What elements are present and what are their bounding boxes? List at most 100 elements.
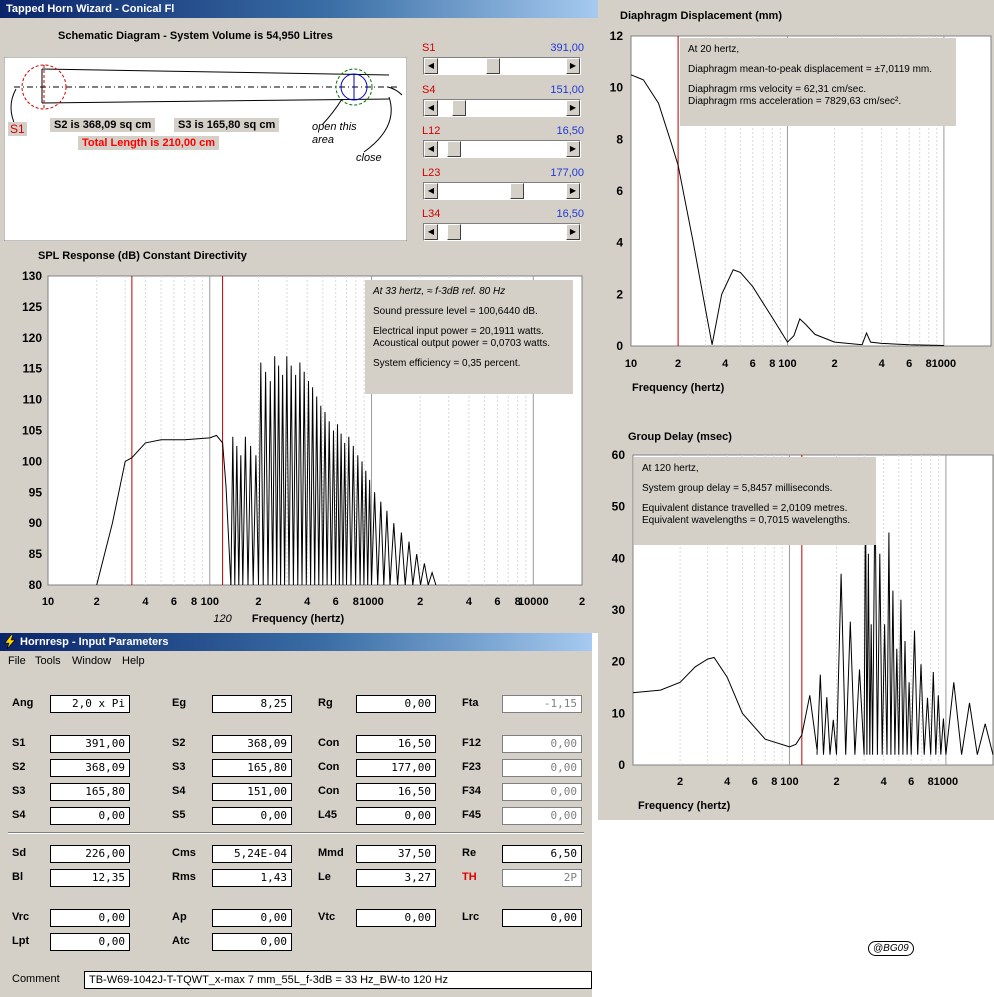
param-field-mmd[interactable]: 37,50	[356, 845, 436, 863]
disp-y-tick: 2	[616, 287, 623, 301]
spl-marker-label: 120	[213, 613, 232, 625]
slider-thumb[interactable]	[485, 58, 500, 74]
open-area-label-1: open this	[312, 121, 357, 133]
param-label-mmd: Mmd	[318, 847, 344, 859]
param-field-l45[interactable]: 0,00	[356, 807, 436, 825]
spl-y-tick: 90	[29, 516, 43, 530]
slider-thumb[interactable]	[509, 183, 524, 199]
spl-x-tick: 8	[515, 596, 521, 608]
slider-right-arrow-icon[interactable]: ▶	[566, 183, 580, 199]
tapped-horn-wizard-window: Tapped Horn Wizard - Conical Fl Schemati…	[0, 0, 598, 243]
wizard-titlebar[interactable]: Tapped Horn Wizard - Conical Fl	[0, 0, 598, 18]
slider-s4[interactable]: ◀ ▶	[423, 99, 581, 117]
slider-left-arrow-icon[interactable]: ◀	[424, 224, 438, 240]
slider-track[interactable]	[438, 59, 566, 73]
param-field-th[interactable]: 2P	[502, 869, 582, 887]
menu-window[interactable]: Window	[72, 655, 112, 667]
slider-left-arrow-icon[interactable]: ◀	[424, 58, 438, 74]
param-label-f12: F12	[462, 737, 481, 749]
slider-track[interactable]	[438, 101, 566, 115]
param-field-re[interactable]: 6,50	[502, 845, 582, 863]
param-field-ap[interactable]: 0,00	[212, 909, 292, 927]
menu-file[interactable]: File	[8, 655, 26, 667]
param-field-lpt[interactable]: 0,00	[50, 933, 130, 951]
group-delay-title: Group Delay (msec)	[628, 431, 732, 443]
param-field-lrc[interactable]: 0,00	[502, 909, 582, 927]
spl-x-tick: 6	[333, 596, 339, 608]
param-field-f23[interactable]: 0,00	[502, 759, 582, 777]
spl-x-tick: 6	[494, 596, 500, 608]
slider-track[interactable]	[438, 142, 566, 156]
param-field-con[interactable]: 16,50	[356, 783, 436, 801]
hornresp-titlebar[interactable]: Hornresp - Input Parameters	[0, 633, 592, 651]
param-label-f45: F45	[462, 809, 481, 821]
disp-x-tick: 2	[675, 358, 681, 370]
comment-field[interactable]: TB-W69-1042J-T-TQWT_x-max 7 mm_55L_f-3dB…	[84, 971, 592, 989]
param-field-rms[interactable]: 1,43	[212, 869, 292, 887]
param-field-fta[interactable]: -1,15	[502, 695, 582, 713]
param-field-f45[interactable]: 0,00	[502, 807, 582, 825]
param-field-f12[interactable]: 0,00	[502, 735, 582, 753]
disp-y-tick: 4	[616, 236, 623, 250]
param-field-con[interactable]: 16,50	[356, 735, 436, 753]
disp-x-tick: 10	[625, 358, 637, 370]
section-divider	[8, 832, 584, 834]
disp-y-tick: 8	[616, 132, 623, 146]
gd-curve	[632, 656, 818, 750]
param-field-ang[interactable]: 2,0 x Pi	[50, 695, 130, 713]
slider-thumb[interactable]	[451, 100, 466, 116]
slider-right-arrow-icon[interactable]: ▶	[566, 224, 580, 240]
menu-tools[interactable]: Tools	[35, 655, 61, 667]
param-field-s3[interactable]: 165,80	[212, 759, 292, 777]
gd-info-line-2: System group delay = 5,8457 milliseconds…	[642, 483, 833, 494]
slider-s1[interactable]: ◀ ▶	[423, 57, 581, 75]
slider-left-arrow-icon[interactable]: ◀	[424, 183, 438, 199]
slider-right-arrow-icon[interactable]: ▶	[566, 58, 580, 74]
param-field-vtc[interactable]: 0,00	[356, 909, 436, 927]
param-field-f34[interactable]: 0,00	[502, 783, 582, 801]
param-field-sd[interactable]: 226,00	[50, 845, 130, 863]
menu-help[interactable]: Help	[122, 655, 145, 667]
spl-x-tick: 8	[191, 596, 197, 608]
s2-area-text: S2 is 368,09 sq cm	[50, 118, 156, 132]
param-field-eg[interactable]: 8,25	[212, 695, 292, 713]
slider-track[interactable]	[438, 184, 566, 198]
spl-x-tick: 6	[171, 596, 177, 608]
slider-l12[interactable]: ◀ ▶	[423, 140, 581, 158]
param-field-s5[interactable]: 0,00	[212, 807, 292, 825]
slider-l23[interactable]: ◀ ▶	[423, 182, 581, 200]
param-label-l45: L45	[318, 809, 337, 821]
param-field-s2[interactable]: 368,09	[212, 735, 292, 753]
param-field-le[interactable]: 3,27	[356, 869, 436, 887]
disp-y-tick: 10	[610, 81, 624, 95]
spl-x-tick: 8	[353, 596, 359, 608]
slider-thumb[interactable]	[447, 141, 462, 157]
param-field-rg[interactable]: 0,00	[356, 695, 436, 713]
slider-value-s1: 391,00	[550, 42, 584, 54]
slider-track[interactable]	[438, 225, 566, 239]
param-field-s2[interactable]: 368,09	[50, 759, 130, 777]
slider-label-l34: L34	[422, 208, 441, 220]
slider-l34[interactable]: ◀ ▶	[423, 223, 581, 241]
disp-info-line-2: Diaphragm mean-to-peak displacement = ±7…	[688, 64, 933, 75]
spl-title: SPL Response (dB) Constant Directivity	[38, 250, 247, 262]
spl-y-tick: 85	[29, 547, 43, 561]
slider-left-arrow-icon[interactable]: ◀	[424, 100, 438, 116]
param-field-atc[interactable]: 0,00	[212, 933, 292, 951]
param-field-s1[interactable]: 391,00	[50, 735, 130, 753]
spl-info-line-4: Acoustical output power = 0,0703 watts.	[373, 338, 551, 349]
param-field-bl[interactable]: 12,35	[50, 869, 130, 887]
param-field-vrc[interactable]: 0,00	[50, 909, 130, 927]
disp-y-tick: 12	[610, 29, 624, 43]
param-field-s4[interactable]: 151,00	[212, 783, 292, 801]
slider-left-arrow-icon[interactable]: ◀	[424, 141, 438, 157]
param-field-cms[interactable]: 5,24E-04	[212, 845, 292, 863]
param-field-con[interactable]: 177,00	[356, 759, 436, 777]
param-field-s3[interactable]: 165,80	[50, 783, 130, 801]
param-field-s4[interactable]: 0,00	[50, 807, 130, 825]
slider-right-arrow-icon[interactable]: ▶	[566, 100, 580, 116]
slider-right-arrow-icon[interactable]: ▶	[566, 141, 580, 157]
spl-info-box: At 33 hertz, ≈ f-3dB ref. 80 Hz Sound pr…	[365, 280, 573, 394]
disp-y-tick: 0	[616, 339, 623, 353]
slider-thumb[interactable]	[447, 224, 462, 240]
